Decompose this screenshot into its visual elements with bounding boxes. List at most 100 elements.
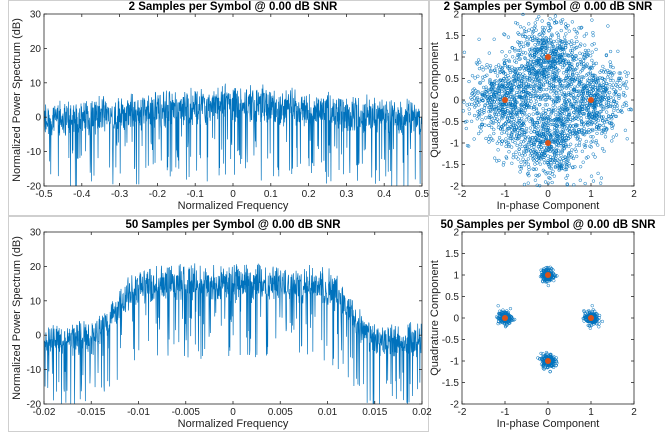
const2-scatter-point (561, 46, 565, 51)
const2-scatter-point (518, 142, 522, 147)
const2-scatter-point (561, 71, 566, 75)
const2-scatter-point (549, 26, 553, 30)
const2-scatter-point (483, 93, 487, 97)
const50-scatter-point (597, 325, 601, 329)
const2-scatter-point (507, 59, 512, 64)
const2-scatter-point (594, 79, 598, 84)
const50-ytick-label: -1.5 (442, 378, 460, 389)
const2-scatter-point (537, 173, 541, 177)
const2-scatter-point (489, 109, 493, 114)
const2-scatter-point (590, 58, 594, 63)
const2-scatter-point (585, 115, 589, 120)
const2-scatter-point (561, 122, 565, 126)
const2-scatter-point (529, 99, 533, 104)
const2-scatter-point (463, 120, 467, 124)
const2-scatter-point (559, 28, 563, 33)
const2-scatter-point (515, 100, 519, 105)
const2-scatter-point (494, 108, 498, 112)
const2-scatter-point (500, 131, 504, 135)
const2-scatter-point (578, 57, 582, 62)
const2-scatter-point (472, 137, 476, 141)
const2-scatter-point (555, 145, 559, 150)
const2-scatter-point (511, 156, 515, 160)
const2-scatter-point (495, 141, 499, 145)
const2-scatter-point (487, 66, 492, 70)
const2-scatter-point (480, 75, 485, 79)
const2-scatter-point (498, 78, 502, 82)
const2-scatter-point (547, 83, 551, 87)
const2-scatter-point (497, 112, 501, 117)
const50-scatter-point (582, 309, 586, 314)
const2-scatter-point (532, 35, 537, 39)
const2-scatter-point (497, 63, 501, 67)
const2-scatter-point (558, 119, 563, 123)
const2-scatter-point (560, 131, 565, 135)
const2-scatter-point (577, 141, 582, 145)
const2-scatter-point (490, 125, 494, 130)
const2-scatter-point (604, 103, 609, 107)
const2-scatter-point (570, 48, 575, 53)
const2-scatter-point (522, 68, 527, 72)
const2-scatter-point (579, 99, 583, 103)
const2-scatter-point (552, 131, 556, 136)
const2-scatter-point (500, 66, 505, 70)
const2-scatter-point (476, 74, 480, 78)
const2-scatter-point (518, 170, 522, 174)
const2-scatter-point (494, 65, 498, 69)
const2-scatter-point (549, 77, 554, 82)
const2-scatter-point (612, 108, 616, 113)
const2-scatter-point (503, 90, 507, 94)
const2-scatter-point (533, 102, 537, 107)
const2-scatter-point (549, 134, 553, 138)
const2-scatter-point (536, 116, 540, 120)
const2-scatter-point (592, 73, 596, 77)
const2-scatter-point (563, 94, 567, 99)
const2-scatter-point (600, 90, 604, 95)
const2-scatter-point (624, 103, 629, 108)
const2-scatter-point (525, 61, 530, 65)
const2-scatter-point (601, 85, 605, 90)
const2-scatter-point (591, 135, 595, 139)
const2-scatter-point (566, 82, 570, 86)
const50-scatter-point (506, 313, 510, 318)
panel-frame-top-right (429, 0, 665, 216)
const2-scatter-point (500, 127, 505, 131)
const2-scatter-point (551, 59, 555, 63)
const2-scatter-point (495, 117, 500, 121)
const2-scatter-point (578, 111, 582, 115)
const2-scatter-point (497, 119, 501, 123)
const2-scatter-point (520, 116, 524, 121)
const2-scatter-point (547, 38, 551, 42)
const2-scatter-point (535, 70, 540, 75)
const2-scatter-point (544, 36, 549, 40)
const2-scatter-point (518, 110, 522, 115)
const2-scatter-point (555, 20, 559, 25)
const2-scatter-point (612, 104, 616, 109)
const2-scatter-point (532, 158, 536, 163)
const2-scatter-point (594, 61, 599, 66)
const2-scatter-point (555, 161, 559, 165)
const2-scatter-point (619, 108, 623, 113)
const2-scatter-point (493, 87, 497, 91)
const2-scatter-point (591, 128, 595, 133)
const2-scatter-point (608, 82, 612, 87)
const2-scatter-point (487, 140, 491, 144)
const2-scatter-point (534, 138, 539, 142)
const50-scatter-point (549, 267, 554, 271)
const2-scatter-point (514, 21, 518, 25)
const2-scatter-point (567, 29, 571, 33)
const2-scatter-point (604, 87, 608, 92)
const2-scatter-point (534, 90, 538, 95)
const2-scatter-point (575, 71, 579, 76)
const2-scatter-point (581, 132, 585, 137)
const2-scatter-point (623, 94, 627, 98)
const2-scatter-point (544, 136, 548, 140)
const2-scatter-point (505, 127, 509, 132)
const2-scatter-point (625, 137, 629, 141)
const2-scatter-point (570, 71, 575, 76)
const2-xtick-label: -2 (458, 189, 467, 200)
const2-scatter-point (522, 151, 526, 155)
const2-scatter-point (581, 65, 586, 69)
const2-scatter-point (542, 122, 547, 126)
const2-scatter-point (538, 156, 542, 160)
